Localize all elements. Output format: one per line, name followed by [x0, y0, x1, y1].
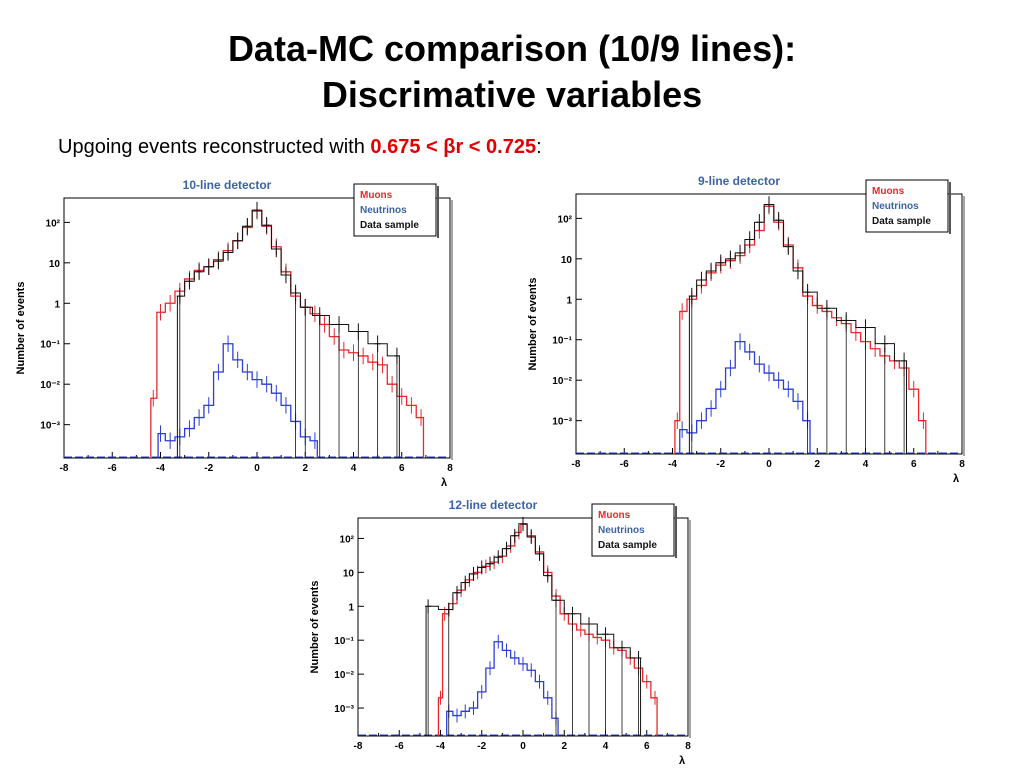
y-tick-label: 10 — [343, 568, 355, 579]
y-tick-label: 10⁻² — [552, 376, 572, 387]
y-tick-label: 10⁻³ — [334, 704, 354, 715]
y-tick-label: 10⁻¹ — [552, 336, 572, 347]
x-tick-label: 0 — [766, 459, 772, 470]
legend-entry-muons: Muons — [598, 510, 631, 521]
series-neutrinos — [679, 333, 811, 454]
y-tick-label: 10² — [340, 534, 355, 545]
x-tick-label: -2 — [204, 463, 213, 474]
x-tick-label: 0 — [520, 741, 526, 752]
x-tick-label: -2 — [716, 459, 725, 470]
x-tick-label: -6 — [108, 463, 117, 474]
y-tick-label: 10² — [558, 214, 573, 225]
x-tick-label: -4 — [436, 741, 445, 752]
x-tick-label: -4 — [156, 463, 165, 474]
x-tick-label: 4 — [351, 463, 357, 474]
slide-title-line2: Discrimative variables — [321, 74, 703, 115]
x-tick-label: 6 — [644, 741, 650, 752]
y-tick-label: 10⁻² — [40, 380, 60, 391]
slide-title-line1: Data-MC comparison (10/9 lines): — [227, 28, 797, 69]
x-axis-label: λ — [441, 477, 447, 489]
chart-12-line: 12-line detector -8 -6 -4 -2 0 2 4 6 8 10⁻³ 10⁻² 10⁻… — [309, 498, 691, 767]
chart-10-line: 10-line detector -8 -6 -4 -2 0 2 4 6 8 10⁻³ 10⁻² 10⁻… — [15, 178, 453, 489]
slide-subtitle: Upgoing events reconstructed with 0.675 … — [58, 136, 542, 159]
x-tick-label: -2 — [477, 741, 486, 752]
x-tick-label: 4 — [863, 459, 869, 470]
plot-frame — [575, 193, 963, 455]
plot-frame — [63, 197, 451, 459]
y-tick-label: 1 — [54, 299, 60, 310]
series-line — [425, 523, 642, 736]
legend-box — [591, 503, 675, 557]
x-tick-label: 8 — [685, 741, 691, 752]
subtitle-suffix: : — [536, 136, 542, 158]
y-tick-label: 10⁻¹ — [40, 340, 60, 351]
series-data-sample — [425, 516, 642, 736]
y-tick-label: 1 — [566, 295, 572, 306]
legend-entry-data-sample: Data sample — [598, 540, 657, 551]
y-tick-label: 10⁻² — [334, 670, 354, 681]
chart-9-line: 9-line detector -8 -6 -4 -2 0 2 4 6 8 10⁻³ 10⁻² 10⁻¹… — [527, 174, 965, 485]
x-tick-label: -6 — [395, 741, 404, 752]
series-line — [679, 340, 811, 454]
chart-title: 12-line detector — [449, 498, 538, 512]
y-tick-label: 1 — [348, 602, 354, 613]
x-tick-label: 6 — [911, 459, 917, 470]
legend-entry-data-sample: Data sample — [872, 216, 931, 227]
x-tick-label: 2 — [302, 463, 308, 474]
legend-box — [865, 179, 949, 233]
x-tick-label: 2 — [561, 741, 567, 752]
y-tick-label: 10⁻¹ — [334, 636, 354, 647]
series-line — [688, 204, 908, 454]
y-tick-label: 10² — [46, 218, 61, 229]
y-tick-label: 10 — [561, 255, 573, 266]
series-line — [446, 641, 559, 736]
x-axis-label: λ — [679, 755, 685, 767]
x-tick-label: -6 — [620, 459, 629, 470]
y-axis-label: Number of events — [309, 581, 321, 674]
legend-entry-data-sample: Data sample — [360, 220, 419, 231]
subtitle-highlight: 0.675 < βr < 0.725 — [370, 136, 537, 158]
legend-entry-neutrinos: Neutrinos — [872, 201, 919, 212]
y-tick-label: 10⁻³ — [552, 417, 572, 428]
series-data-sample — [688, 196, 908, 454]
y-axis-label: Number of events — [527, 278, 539, 371]
x-tick-label: 2 — [814, 459, 820, 470]
x-tick-label: -8 — [572, 459, 581, 470]
x-tick-label: 6 — [399, 463, 405, 474]
x-tick-label: 8 — [959, 459, 965, 470]
x-tick-label: 0 — [254, 463, 260, 474]
y-tick-label: 10 — [49, 259, 61, 270]
slide-title: Data-MC comparison (10/9 lines): Discrim… — [0, 26, 1024, 118]
y-tick-label: 10⁻³ — [40, 421, 60, 432]
legend-entry-neutrinos: Neutrinos — [360, 205, 407, 216]
chart-title: 10-line detector — [183, 178, 272, 192]
subtitle-prefix: Upgoing events reconstructed with — [58, 136, 371, 158]
legend-entry-neutrinos: Neutrinos — [598, 525, 645, 536]
legend-entry-muons: Muons — [360, 190, 393, 201]
x-tick-label: -8 — [60, 463, 69, 474]
x-tick-label: 4 — [603, 741, 609, 752]
chart-title: 9-line detector — [698, 174, 780, 188]
legend-box — [353, 183, 437, 237]
x-tick-label: 8 — [447, 463, 453, 474]
x-tick-label: -8 — [354, 741, 363, 752]
series-data-sample — [176, 201, 400, 458]
x-tick-label: -4 — [668, 459, 677, 470]
y-axis-label: Number of events — [15, 282, 27, 375]
x-axis-label: λ — [953, 473, 959, 485]
legend-entry-muons: Muons — [872, 186, 905, 197]
